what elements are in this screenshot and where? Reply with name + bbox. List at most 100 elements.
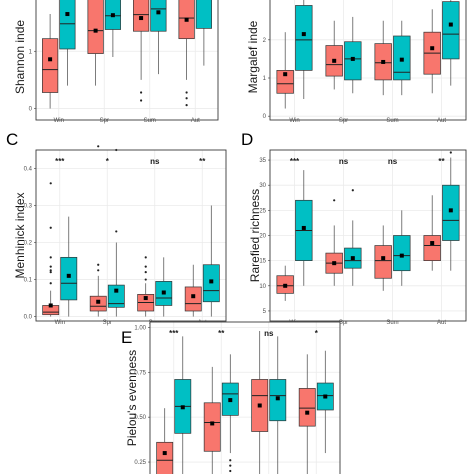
x-tick-label: Win	[54, 118, 64, 124]
panel-letter: D	[241, 130, 253, 149]
mean-marker	[257, 403, 262, 408]
box-aut-group2	[442, 151, 460, 271]
outlier-point	[144, 265, 147, 268]
box-body	[423, 235, 441, 261]
y-tick-label: 1	[263, 76, 267, 82]
plot-border	[35, 149, 227, 322]
mean-marker	[93, 28, 98, 33]
outlier-point	[185, 104, 188, 107]
box-body	[133, 0, 150, 32]
mean-marker	[161, 290, 166, 295]
box-body	[60, 256, 78, 301]
significance-label: ***	[55, 157, 65, 166]
y-tick-label: 0	[263, 114, 267, 120]
outlier-point	[185, 97, 188, 100]
x-tick-label: Sum	[386, 118, 398, 124]
box-spr-group1	[325, 199, 343, 286]
mean-marker	[430, 241, 435, 246]
box-aut-group1	[298, 354, 316, 474]
significance-label: *	[315, 329, 319, 338]
box-body	[150, 0, 167, 32]
mean-marker	[350, 56, 355, 61]
y-tick-label: 0.75	[134, 370, 146, 376]
y-axis-title: Shannon inde	[13, 20, 27, 94]
box-spr-group2	[107, 148, 125, 317]
y-tick-label: 0.0	[24, 315, 33, 321]
significance-label: ns	[150, 157, 160, 166]
box-sum-group1	[374, 20, 392, 96]
outlier-point	[97, 263, 100, 266]
mean-marker	[96, 299, 101, 304]
box-sum-group2	[393, 210, 411, 286]
significance-label: **	[199, 157, 206, 166]
significance-label: **	[438, 157, 445, 166]
box-sum-group1	[133, 0, 150, 102]
outlier-point	[49, 269, 52, 272]
mean-marker	[332, 58, 337, 63]
outlier-point	[115, 230, 118, 233]
outlier-point	[185, 91, 188, 94]
mean-marker	[156, 10, 161, 15]
mean-marker	[350, 256, 355, 261]
box-body	[374, 245, 392, 279]
mean-marker	[283, 72, 288, 77]
outlier-point	[333, 199, 336, 202]
mean-marker	[399, 253, 404, 258]
y-tick-label: 35	[259, 158, 266, 164]
x-tick-label: Sum	[386, 320, 398, 326]
significance-label: ***	[169, 329, 179, 338]
mean-marker	[65, 12, 70, 17]
panel-letter: C	[6, 130, 18, 149]
outlier-point	[351, 189, 354, 192]
y-axis-title: Rarefied richness	[248, 189, 262, 282]
box-win-group1	[42, 14, 59, 109]
mean-marker	[301, 32, 306, 37]
mean-marker	[110, 13, 115, 18]
box-sum-group1	[374, 225, 392, 291]
x-tick-label: Spr	[103, 320, 112, 326]
box-spr-group2	[221, 354, 239, 473]
box-sum-group2	[393, 20, 411, 96]
box-sum-group1	[251, 330, 269, 474]
box-spr-group1	[325, 20, 343, 90]
box-win-group1	[276, 265, 294, 301]
outlier-point	[140, 91, 143, 94]
mean-marker	[228, 398, 233, 403]
outlier-point	[144, 271, 147, 274]
y-tick-label: 25	[259, 208, 266, 214]
mean-marker	[191, 294, 196, 299]
box-win-group2	[59, 0, 76, 86]
box-spr-group2	[344, 16, 362, 94]
outlier-point	[49, 182, 52, 185]
y-tick-label: 0.50	[134, 415, 146, 421]
box-aut-group1	[423, 9, 441, 94]
box-aut-group2	[442, 0, 460, 86]
plot-border	[149, 321, 341, 474]
y-tick-label: 0.1	[24, 278, 33, 284]
box-spr-group2	[344, 189, 362, 286]
mean-marker	[381, 59, 386, 64]
mean-marker	[114, 288, 119, 293]
plot-border	[35, 0, 219, 121]
box-body	[87, 0, 104, 54]
outlier-point	[229, 464, 232, 467]
mean-marker	[180, 405, 185, 410]
x-tick-label: Spr	[339, 118, 348, 124]
significance-label: ns	[264, 329, 274, 338]
outlier-point	[144, 278, 147, 281]
box-body	[442, 1, 460, 60]
mean-marker	[210, 421, 215, 426]
outlier-point	[49, 271, 52, 274]
mean-marker	[323, 394, 328, 399]
plot-border	[269, 0, 467, 121]
mean-marker	[381, 256, 386, 261]
box-body	[295, 5, 313, 71]
box-body	[59, 0, 76, 50]
box-win-group2	[295, 0, 313, 99]
mean-marker	[143, 296, 148, 301]
mean-marker	[448, 22, 453, 27]
panel-e: 0.250.500.751.00*** ** ns *Pielou's evennes…	[121, 321, 341, 474]
mean-marker	[430, 46, 435, 51]
box-win-group2	[174, 336, 192, 474]
